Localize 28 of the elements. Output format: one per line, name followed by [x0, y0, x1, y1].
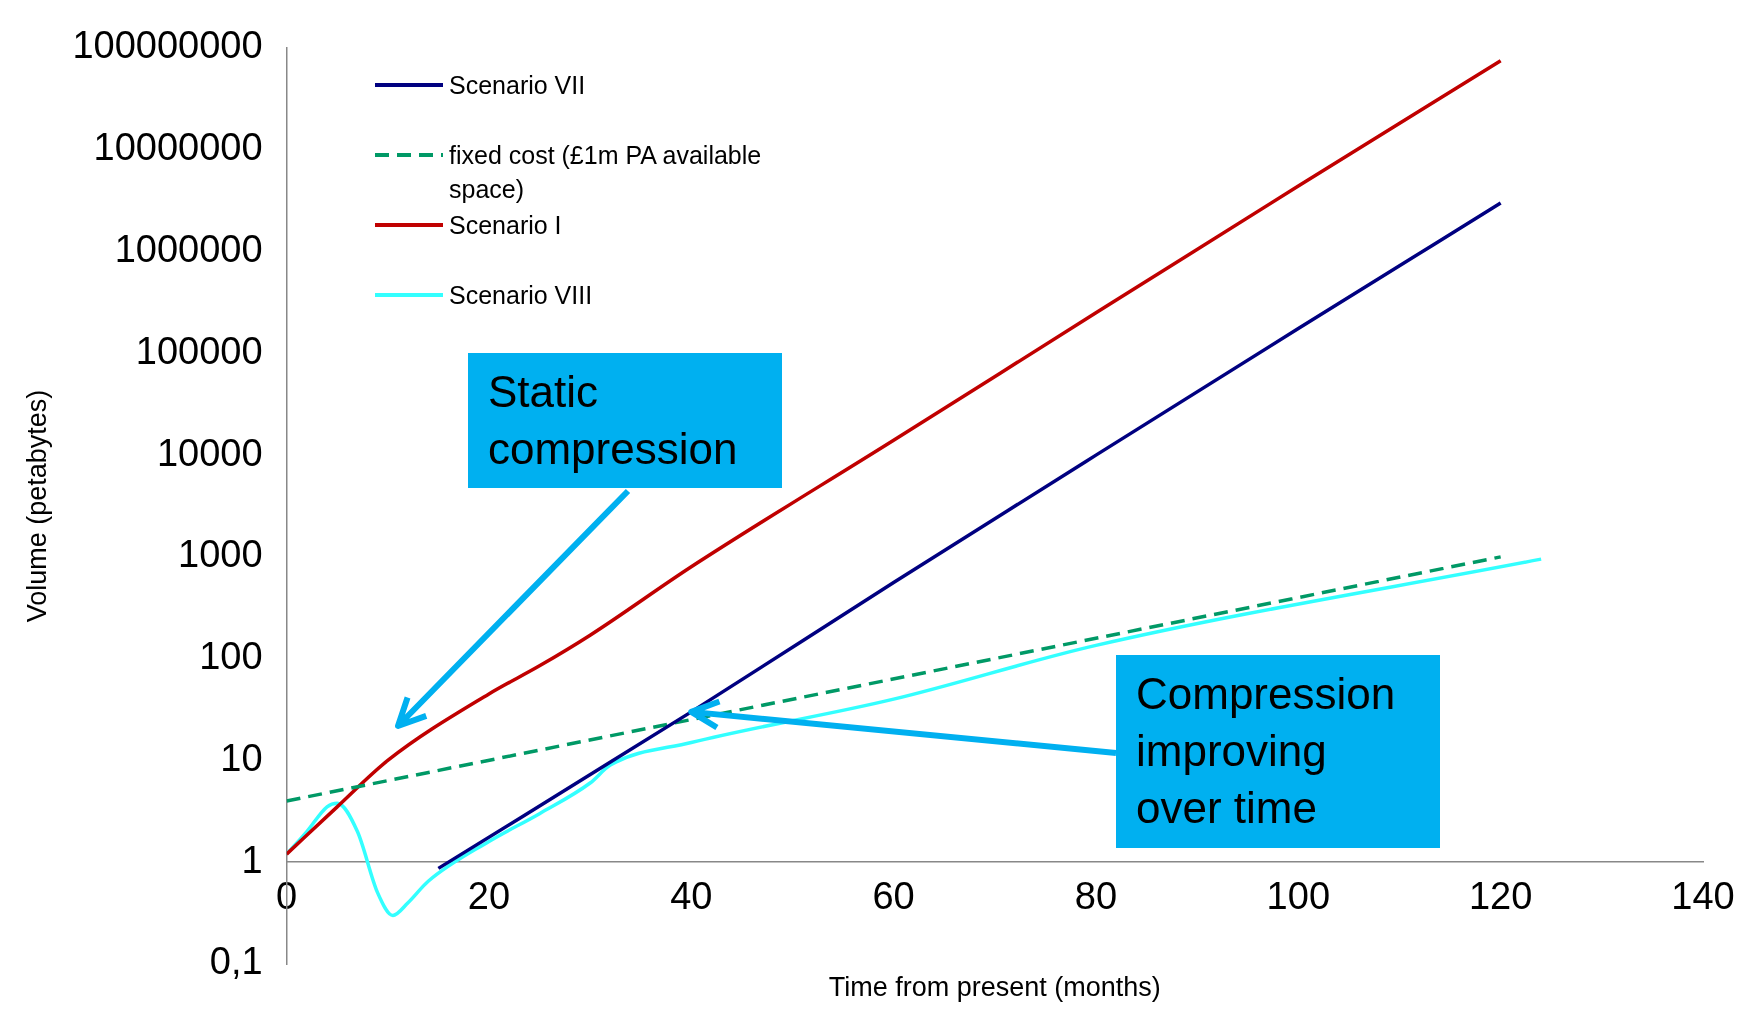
x-tick-label: 0	[276, 874, 298, 917]
legend-label: Scenario VIII	[449, 280, 594, 311]
y-axis-title: Volume (petabytes)	[21, 389, 52, 623]
line-series	[436, 201, 1503, 871]
y-tick-label: 10000	[156, 431, 263, 474]
y-tick-label: 100000	[135, 329, 263, 372]
y-tick-label: 0,1	[209, 940, 263, 983]
x-tick-label: 120	[1468, 874, 1533, 917]
legend-label: fixed cost (£1m PA available space)	[449, 140, 763, 205]
y-tick-label: 10000000	[93, 126, 263, 169]
y-tick-label: 10	[220, 736, 263, 779]
y-tick-label: 1000000	[114, 228, 263, 271]
y-tick-label: 100	[199, 635, 263, 678]
annotation: Static compression	[468, 353, 782, 488]
y-tick-label: 1	[241, 838, 263, 881]
x-tick-label: 60	[872, 874, 915, 917]
x-tick-label: 100	[1266, 874, 1331, 917]
x-tick-label: 140	[1671, 874, 1735, 917]
x-tick-label: 40	[670, 874, 713, 917]
y-tick-label: 1000	[178, 533, 263, 576]
x-tick-label: 80	[1074, 874, 1118, 917]
x-tick-label: 20	[467, 874, 511, 917]
annotation: Compression improving over time	[1116, 655, 1440, 848]
y-tick-label: 100000000	[72, 24, 263, 67]
x-axis-title: Time from present (months)	[828, 971, 1161, 1002]
legend-label: Scenario I	[449, 210, 563, 241]
legend-label: Scenario VII	[449, 70, 587, 101]
line-series	[286, 58, 1503, 856]
